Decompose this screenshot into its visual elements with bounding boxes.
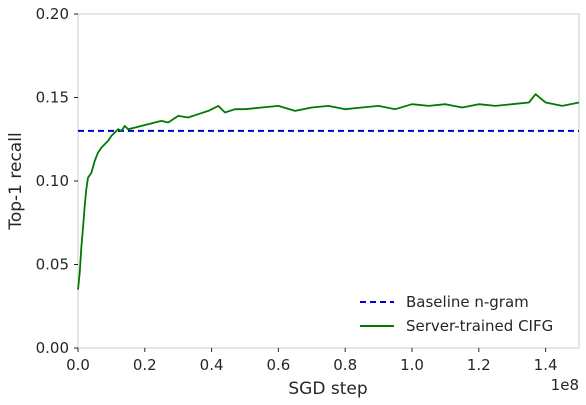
y-tick-label: 0.10 [36, 172, 69, 190]
axes-frame [77, 13, 580, 349]
x-tick-label: 0.0 [66, 356, 90, 374]
tick-layer: 0.0 0.2 0.4 0.6 0.8 1.0 1.2 1.4 0.00 0.05 0.10 0.15… [36, 5, 558, 374]
x-tick-label: 0.8 [333, 356, 357, 374]
x-tick-label: 0.2 [133, 356, 157, 374]
x-tick-label: 1.2 [467, 356, 491, 374]
y-tick-label: 0.05 [36, 256, 69, 274]
server-cifg-line [77, 93, 580, 290]
x-offset-label: 1e8 [551, 376, 579, 394]
y-tick-label: 0.15 [36, 89, 69, 107]
y-tick-label: 0.00 [36, 339, 69, 357]
y-axis-title: Top-1 recall [6, 132, 26, 230]
plot-area [77, 13, 580, 349]
x-tick-label: 1.0 [400, 356, 424, 374]
x-tick-label: 1.4 [534, 356, 558, 374]
legend-label: Server-trained CIFG [406, 317, 553, 335]
x-axis-title: SGD step [288, 379, 367, 399]
y-tick-label: 0.20 [36, 5, 69, 23]
x-tick-label: 0.4 [200, 356, 224, 374]
x-tick-label: 0.6 [266, 356, 290, 374]
legend-label: Baseline n-gram [406, 293, 529, 311]
series-layer [77, 93, 580, 290]
legend: Baseline n-gram Server-trained CIFG [360, 293, 553, 335]
